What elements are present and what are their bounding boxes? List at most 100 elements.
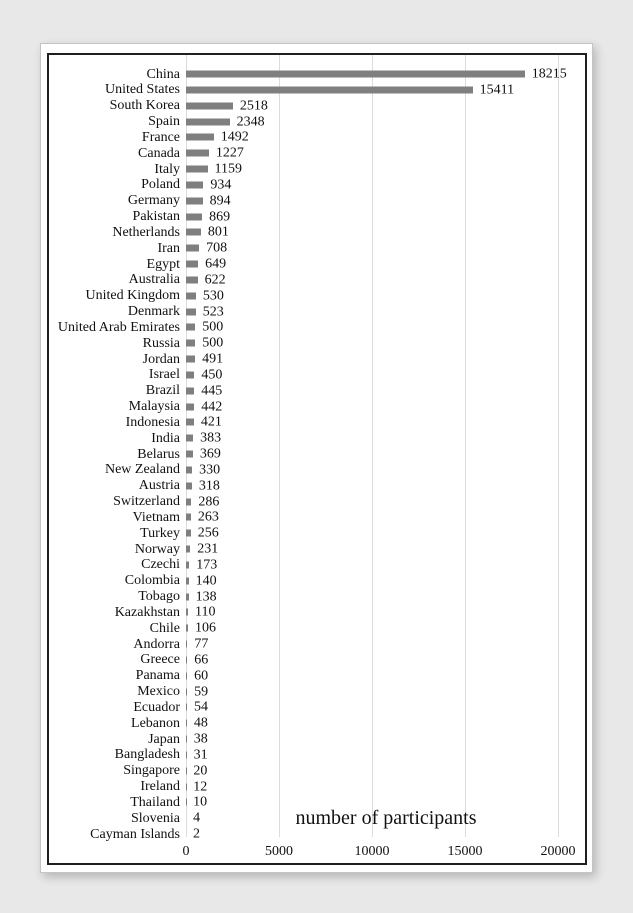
- chart-row: Lebanon 48: [49, 715, 585, 731]
- category-label: Pakistan: [132, 209, 180, 225]
- value-label: 445: [201, 383, 223, 399]
- bar-zone: 140: [186, 573, 585, 589]
- bar-zone: 173: [186, 557, 585, 573]
- bar: [186, 498, 192, 506]
- value-label: 140: [195, 573, 217, 589]
- bar-zone: 263: [186, 509, 585, 525]
- category-label: France: [141, 129, 180, 145]
- category-label: Australia: [128, 272, 180, 288]
- bar-zone: 622: [186, 272, 585, 288]
- chart-row: Indonesia 421: [49, 414, 585, 430]
- bar-zone: 2348: [186, 114, 585, 130]
- category-label: South Korea: [109, 98, 180, 114]
- value-label: 106: [194, 620, 216, 636]
- value-label: 173: [196, 557, 218, 573]
- bar: [186, 118, 230, 125]
- category-label: Spain: [148, 114, 180, 129]
- bar-zone: 106: [186, 620, 585, 636]
- bar-zone: 318: [186, 478, 585, 494]
- bar: [186, 688, 188, 696]
- value-label: 1492: [220, 129, 249, 145]
- bar: [186, 751, 187, 759]
- chart-row: Ecuador 54: [49, 700, 585, 716]
- category-label: Lebanon: [131, 715, 180, 731]
- chart-row: Germany 894: [49, 193, 585, 209]
- category-label: Singapore: [123, 763, 180, 779]
- x-axis-tick: 20000: [540, 844, 576, 859]
- bar-zone: 31: [186, 747, 585, 763]
- chart-card: China 18215 United States 15411 South Korea 2…: [40, 43, 593, 873]
- bar: [186, 656, 188, 664]
- bar: [186, 371, 195, 379]
- category-label: Vietnam: [132, 509, 180, 525]
- bar-zone: 869: [186, 209, 585, 225]
- bar: [186, 513, 191, 521]
- category-label: Turkey: [140, 525, 180, 541]
- chart-row: Switzerland 286: [49, 494, 585, 510]
- bar-zone: 491: [186, 351, 585, 367]
- plot-gridline: [465, 55, 466, 837]
- bar: [186, 418, 194, 426]
- bar-zone: 1492: [186, 129, 585, 145]
- chart-row: Belarus 369: [49, 446, 585, 462]
- category-label: Kazakhstan: [114, 604, 180, 620]
- chart-row: China 18215: [49, 66, 585, 82]
- bar: [186, 719, 187, 727]
- value-label: 2: [193, 826, 201, 842]
- bar-zone: 110: [186, 604, 585, 620]
- value-label: 2518: [239, 98, 268, 114]
- bar-zone: 256: [186, 525, 585, 541]
- category-label: Andorra: [133, 636, 180, 652]
- value-label: 138: [195, 589, 217, 605]
- chart-row: Ireland 12: [49, 779, 585, 795]
- bar-zone: 20: [186, 763, 585, 779]
- bar: [186, 86, 473, 94]
- value-label: 18215: [531, 66, 567, 82]
- bar: [186, 102, 233, 110]
- bar: [186, 450, 193, 458]
- chart-row: Australia 622: [49, 272, 585, 288]
- chart-row: France 1492: [49, 129, 585, 145]
- category-label: Jordan: [142, 351, 180, 367]
- value-label: 369: [199, 446, 221, 462]
- value-label: 20: [193, 763, 208, 779]
- category-label: Greece: [140, 652, 180, 668]
- category-label: Italy: [154, 161, 180, 177]
- bar-zone: 1159: [186, 161, 585, 177]
- value-label: 622: [204, 272, 226, 288]
- bar: [186, 228, 201, 236]
- chart-row: South Korea 2518: [49, 98, 585, 114]
- category-label: Switzerland: [113, 494, 180, 510]
- bar-zone: 708: [186, 240, 585, 256]
- value-label: 54: [194, 699, 208, 715]
- bar-zone: 2518: [186, 98, 585, 114]
- chart-row: Pakistan 869: [49, 209, 585, 225]
- chart-row: Chile 106: [49, 620, 585, 636]
- chart-row: Singapore 20: [49, 763, 585, 779]
- chart-row: Canada 1227: [49, 145, 585, 161]
- category-label: Tobago: [138, 589, 180, 605]
- chart-row: Colombia 140: [49, 573, 585, 589]
- bar: [186, 133, 214, 141]
- bar: [186, 292, 196, 300]
- x-axis-tick: 5000: [265, 844, 293, 859]
- value-label: 450: [201, 367, 223, 383]
- bar-zone: 442: [186, 399, 585, 415]
- bar-zone: 421: [186, 414, 585, 430]
- bar: [186, 640, 188, 648]
- value-label: 263: [197, 509, 219, 525]
- x-axis-tick: 10000: [354, 844, 390, 859]
- chart-row: Czechi 173: [49, 557, 585, 573]
- chart-row: Netherlands 801: [49, 224, 585, 240]
- chart-row: Malaysia 442: [49, 399, 585, 415]
- value-label: 10: [193, 794, 208, 810]
- category-label: Czechi: [141, 557, 180, 573]
- chart-row: New Zealand 330: [49, 462, 585, 478]
- category-label: Denmark: [127, 304, 180, 320]
- category-label: Indonesia: [125, 414, 180, 430]
- bar-zone: 2: [186, 826, 585, 842]
- category-label: China: [146, 66, 180, 82]
- chart-row: United Kingdom 530: [49, 288, 585, 304]
- bar: [186, 323, 196, 331]
- bar: [186, 703, 187, 711]
